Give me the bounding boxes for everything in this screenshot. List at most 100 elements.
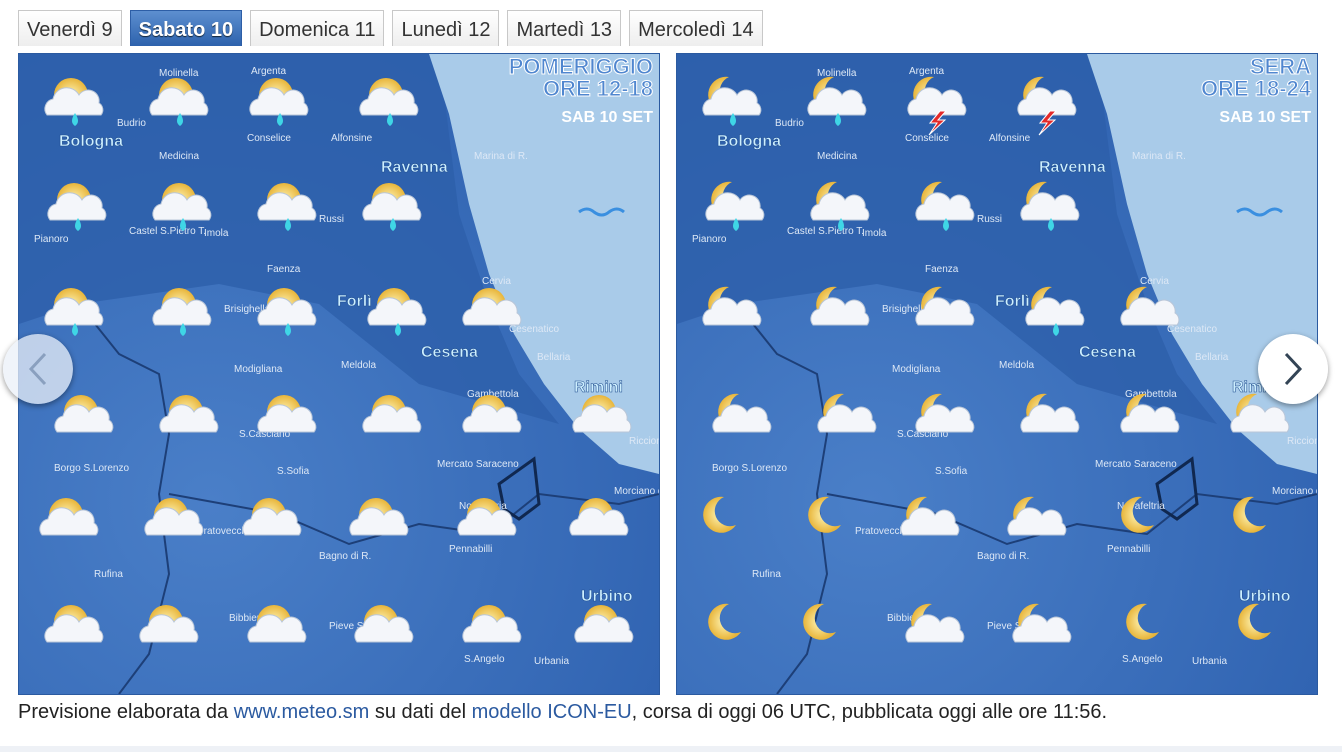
cloud-icon [247, 614, 307, 643]
moon-icon [1126, 603, 1159, 640]
cloud-icon [149, 87, 209, 116]
cloud-icon [257, 297, 317, 326]
place-label: Marina di R. [474, 151, 528, 162]
place-label: Alfonsine [331, 133, 373, 144]
cloud-icon [359, 87, 419, 116]
map-header: POMERIGGIO [509, 54, 653, 79]
cloud-icon [39, 507, 99, 536]
weather-icon [257, 288, 317, 336]
rain-icon [285, 218, 291, 231]
next-button[interactable] [1258, 334, 1328, 404]
place-label: Alfonsine [989, 133, 1031, 144]
weather-icon [144, 498, 204, 536]
day-tab[interactable]: Domenica 11 [250, 10, 385, 46]
cloud-icon [905, 614, 965, 643]
day-tab[interactable]: Martedì 13 [507, 10, 622, 46]
place-label: Rufina [94, 569, 123, 580]
place-label: Pennabilli [1107, 544, 1150, 555]
place-label: Gambettola [467, 389, 519, 400]
cloud-icon [257, 404, 317, 433]
place-label: Bibbiena [229, 613, 268, 624]
place-label: Meldola [999, 360, 1034, 371]
rain-icon [730, 113, 736, 126]
place-label: Mercato Saraceno [437, 459, 519, 470]
weather-icon [367, 288, 427, 336]
cloud-icon [362, 192, 422, 221]
weather-icon [39, 498, 99, 536]
cloud-icon [915, 297, 975, 326]
weather-icon [242, 498, 302, 536]
day-tab[interactable]: Mercoledì 14 [629, 10, 763, 46]
place-label: Forlì [995, 293, 1030, 310]
place-label: Rimini [574, 379, 623, 396]
weather-icon [159, 395, 219, 433]
place-label: Pratovecchio [855, 526, 913, 537]
cloud-icon [152, 297, 212, 326]
cloud-icon [367, 297, 427, 326]
weather-icon [257, 183, 317, 231]
cloud-icon [907, 87, 967, 116]
place-label: Urbania [534, 656, 569, 667]
cloud-icon [1020, 404, 1080, 433]
cloud-icon [572, 404, 632, 433]
day-tab[interactable]: Sabato 10 [129, 10, 243, 46]
cloud-icon [807, 87, 867, 116]
weather-icon [462, 395, 522, 433]
rain-icon [835, 113, 841, 126]
weather-icon [712, 393, 772, 433]
weather-icon [810, 181, 870, 231]
san-marino [497, 456, 541, 521]
place-label: Cesena [1079, 344, 1136, 361]
place-label: Ravenna [381, 159, 448, 176]
cloud-icon [54, 404, 114, 433]
cloud-icon [144, 507, 204, 536]
weather-icon [152, 288, 212, 336]
moon-icon [803, 603, 836, 640]
place-label: Castel S.Pietro T. [787, 226, 864, 237]
weather-icon [249, 78, 309, 126]
place-label: Modigliana [892, 364, 941, 375]
weather-icon [362, 183, 422, 231]
cloud-icon [257, 192, 317, 221]
plain [677, 54, 1217, 424]
place-label: Gambettola [1125, 389, 1177, 400]
place-label: Conselice [247, 133, 291, 144]
weather-icon [1025, 286, 1085, 336]
place-label: Marina di R. [1132, 151, 1186, 162]
place-label: Ravenna [1039, 159, 1106, 176]
rain-icon [387, 113, 393, 126]
cloud-icon [457, 507, 517, 536]
day-tab[interactable]: Venerdì 9 [18, 10, 122, 46]
storm-icon [928, 110, 948, 136]
weather-icon [708, 603, 741, 640]
weather-icon [359, 78, 419, 126]
weather-icon [1238, 603, 1271, 640]
place-label: Bagno di R. [319, 551, 371, 562]
place-label: Pianoro [692, 234, 727, 245]
place-label: Argenta [251, 66, 286, 77]
weather-icon [915, 393, 975, 433]
place-label: Pianoro [34, 234, 69, 245]
link[interactable]: www.meteo.sm [233, 701, 370, 723]
caption: Previsione elaborata da www.meteo.sm su … [18, 701, 1107, 724]
place-label: Morciano di R. [1272, 486, 1318, 497]
place-label: Bologna [59, 133, 123, 150]
place-label: Cervia [482, 276, 511, 287]
rain-icon [943, 218, 949, 231]
map-header: ORE 18-24 [1201, 76, 1312, 101]
cloud-icon [1012, 614, 1072, 643]
rain-icon [285, 323, 291, 336]
rain-icon [395, 323, 401, 336]
place-label: Riccione [629, 436, 660, 447]
place-label: Bellaria [537, 352, 571, 363]
weather-icon [915, 181, 975, 231]
place-label: Brisighella [882, 304, 929, 315]
moon-icon [1233, 496, 1266, 533]
plain [19, 54, 559, 424]
weather-icon [817, 393, 877, 433]
waves [1236, 207, 1283, 217]
day-tab[interactable]: Lunedì 12 [392, 10, 500, 46]
link[interactable]: modello ICON-EU [471, 701, 632, 723]
footer-bar [0, 746, 1342, 752]
prev-button[interactable] [3, 334, 73, 404]
